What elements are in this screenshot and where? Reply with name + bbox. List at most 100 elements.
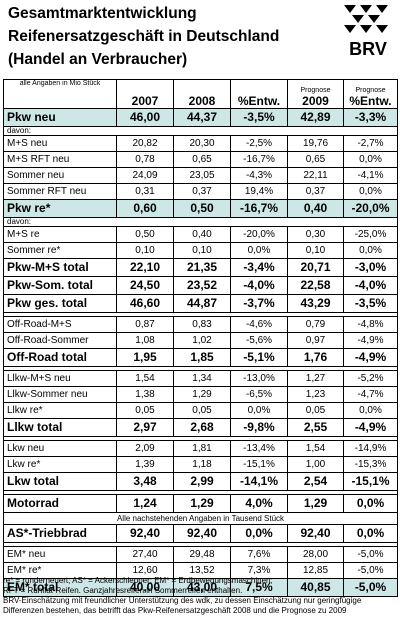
cell-v2009: 0,65 [287, 151, 344, 168]
cell-v2009: 1,23 [287, 386, 344, 403]
cell-v2007: 1,39 [116, 456, 174, 473]
cell-entw2: 0,0% [343, 242, 398, 259]
unit-note: alle Angaben in Mio Stück [3, 79, 117, 109]
cell-entw: -14,1% [230, 472, 288, 491]
row-label: Sommer re* [3, 242, 117, 259]
row-label: Sommer neu [3, 167, 117, 184]
cell-entw: -4,0% [230, 276, 288, 295]
davon-label: davon: [3, 126, 398, 136]
cell-entw: -9,8% [230, 418, 288, 437]
table-row: Pkw re* 0,60 0,50 -16,7% 0,40 -20,0% [3, 199, 398, 218]
row-label: Lkw total [3, 472, 117, 491]
row-label: Pkw re* [3, 199, 117, 218]
cell-v2009: 40,85 [287, 578, 344, 597]
cell-entw: -4,3% [230, 167, 288, 184]
cell-v2008: 21,35 [173, 258, 231, 277]
cell-v2009: 22,58 [287, 276, 344, 295]
cell-entw2: -4,0% [343, 276, 398, 295]
cell-entw2: -4,9% [343, 348, 398, 367]
table-row: davon: [3, 217, 398, 227]
cell-entw: 19,4% [230, 183, 288, 200]
cell-entw: 7,6% [230, 546, 288, 563]
cell-v2009: 0,97 [287, 332, 344, 349]
cell-entw: -20,0% [230, 226, 288, 243]
cell-v2007: 24,09 [116, 167, 174, 184]
cell-v2007: 46,60 [116, 294, 174, 313]
cell-v2008: 1,29 [173, 494, 231, 513]
cell-v2007: 46,00 [116, 108, 174, 127]
row-label: Llkw re* [3, 402, 117, 419]
table-row: EM* re* 12,60 13,52 7,3% 12,85 -5,0% [3, 562, 398, 579]
cell-v2008: 2,99 [173, 472, 231, 491]
cell-v2008: 1,81 [173, 440, 231, 457]
cell-entw2: -3,0% [343, 258, 398, 277]
table-row: M+S re 0,50 0,40 -20,0% 0,30 -25,0% [3, 226, 398, 243]
cell-v2008: 1,02 [173, 332, 231, 349]
cell-v2009: 43,29 [287, 294, 344, 313]
cell-entw: -3,5% [230, 108, 288, 127]
cell-v2007: 27,40 [116, 546, 174, 563]
table-row: M+S RFT neu 0,78 0,65 -16,7% 0,65 0,0% [3, 151, 398, 168]
cell-entw2: -4,1% [343, 167, 398, 184]
cell-entw2: 0,0% [343, 494, 398, 513]
cell-v2008: 1,85 [173, 348, 231, 367]
table-row: Sommer RFT neu 0,31 0,37 19,4% 0,37 0,0% [3, 183, 398, 200]
cell-v2008: 1,18 [173, 456, 231, 473]
cell-v2009: 22,11 [287, 167, 344, 184]
market-table: alle Angaben in Mio Stück 2007 2008 %Ent… [3, 79, 398, 597]
cell-v2009: 1,54 [287, 440, 344, 457]
cell-entw2: -4,9% [343, 332, 398, 349]
cell-v2008: 0,37 [173, 183, 231, 200]
row-gap [3, 436, 398, 441]
row-gap [3, 490, 398, 495]
cell-v2007: 3,48 [116, 472, 174, 491]
cell-entw2: 0,0% [343, 402, 398, 419]
brv-logo: BRV [340, 3, 396, 61]
cell-v2007: 22,10 [116, 258, 174, 277]
cell-v2008: 44,37 [173, 108, 231, 127]
cell-entw2: -5,2% [343, 370, 398, 387]
table-row: Pkw-Som. total 24,50 23,52 -4,0% 22,58 -4,0% [3, 276, 398, 295]
cell-v2007: 1,24 [116, 494, 174, 513]
cell-v2007: 0,31 [116, 183, 174, 200]
table-row: Pkw neu 46,00 44,37 -3,5% 42,89 -3,3% [3, 108, 398, 127]
table-row: Llkw re* 0,05 0,05 0,0% 0,05 0,0% [3, 402, 398, 419]
cell-v2008: 23,05 [173, 167, 231, 184]
cell-v2007: 0,60 [116, 199, 174, 218]
cell-entw: 0,0% [230, 242, 288, 259]
cell-entw: -2,5% [230, 135, 288, 152]
cell-entw: -16,7% [230, 199, 288, 218]
row-label: EM* total [3, 578, 117, 597]
footnote-1: re* = runderneuert; AS* = Ackerschlepper… [3, 576, 273, 585]
cell-entw: 4,0% [230, 494, 288, 513]
cell-v2009: 0,37 [287, 183, 344, 200]
cell-v2007: 2,09 [116, 440, 174, 457]
cell-v2008: 29,48 [173, 546, 231, 563]
cell-v2008: 23,52 [173, 276, 231, 295]
row-label: Pkw ges. total [3, 294, 117, 313]
cell-entw2: -4,8% [343, 316, 398, 333]
table-row: Sommer neu 24,09 23,05 -4,3% 22,11 -4,1% [3, 167, 398, 184]
cell-entw2: -4,7% [343, 386, 398, 403]
cell-v2007: 0,10 [116, 242, 174, 259]
cell-entw2: -3,3% [343, 108, 398, 127]
cell-v2008: 92,40 [173, 524, 231, 543]
cell-entw2: -14,9% [343, 440, 398, 457]
table-row: Llkw-M+S neu 1,54 1,34 -13,0% 1,27 -5,2% [3, 370, 398, 387]
title-line-2: Reifenersatzgeschäft in Deutschland [8, 28, 280, 45]
table-row: Alle nachstehenden Angaben in Tausend St… [3, 512, 398, 525]
row-label: Motorrad [3, 494, 117, 513]
table-row: M+S neu 20,82 20,30 -2,5% 19,76 -2,7% [3, 135, 398, 152]
cell-v2007: 1,08 [116, 332, 174, 349]
row-label: M+S RFT neu [3, 151, 117, 168]
cell-v2009: 1,27 [287, 370, 344, 387]
table-row: Off-Road total 1,95 1,85 -5,1% 1,76 -4,9% [3, 348, 398, 367]
row-label: Llkw total [3, 418, 117, 437]
cell-entw: 0,0% [230, 524, 288, 543]
cell-v2007: 20,82 [116, 135, 174, 152]
unit-note-row: Alle nachstehenden Angaben in Tausend St… [3, 512, 398, 525]
cell-v2008: 20,30 [173, 135, 231, 152]
cell-v2009: 1,76 [287, 348, 344, 367]
cell-v2009: 0,05 [287, 402, 344, 419]
cell-entw: -13,4% [230, 440, 288, 457]
